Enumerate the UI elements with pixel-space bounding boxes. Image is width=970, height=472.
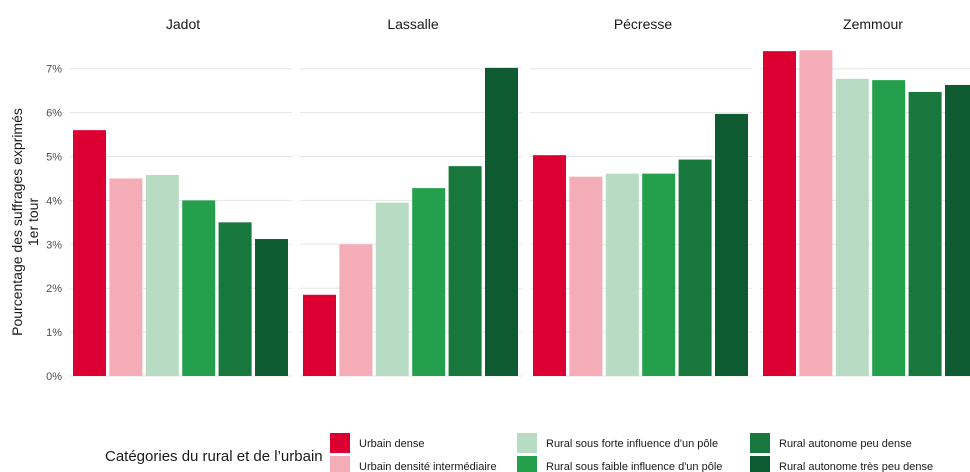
bar xyxy=(73,130,106,376)
bar xyxy=(109,178,143,376)
bar xyxy=(569,176,603,376)
y-tick-label: 2% xyxy=(46,283,62,295)
bar xyxy=(715,113,748,377)
y-axis-title-line-1: Pourcentage des suffrages exprimés xyxy=(9,108,25,336)
legend-swatch xyxy=(330,456,350,472)
legend-title: Catégories du rural et de l’urbain xyxy=(105,448,323,465)
bar xyxy=(218,222,252,376)
bar xyxy=(375,202,409,376)
bar xyxy=(533,155,566,376)
y-tick-label: 0% xyxy=(46,371,62,383)
bar xyxy=(799,50,833,377)
y-tick-label: 5% xyxy=(46,152,62,164)
panel-title: Pécresse xyxy=(614,16,673,32)
legend-label: Rural autonome très peu dense xyxy=(779,461,933,472)
panels: Jadot Lassalle Pécresse Zemmour xyxy=(73,16,970,377)
panel-zemmour: Zemmour xyxy=(763,16,970,377)
y-tick-label: 3% xyxy=(46,239,62,251)
y-axis-title-line-2: 1er tour xyxy=(25,198,41,247)
y-tick-label: 4% xyxy=(46,195,62,207)
bar xyxy=(339,244,373,376)
panel-title: Lassalle xyxy=(387,16,439,32)
bar xyxy=(255,239,288,376)
bar xyxy=(908,91,942,376)
bar xyxy=(182,200,216,376)
legend: Catégories du rural et de l’urbain Urbai… xyxy=(105,433,933,472)
panel-title: Jadot xyxy=(166,16,200,32)
legend-swatch xyxy=(330,433,350,453)
bar xyxy=(945,84,970,377)
y-axis-label: Pourcentage des suffrages exprimés 1er t… xyxy=(9,108,41,336)
bar xyxy=(872,80,906,376)
bar xyxy=(678,159,712,376)
bar xyxy=(835,78,869,376)
y-tick-label: 6% xyxy=(46,108,62,120)
bar xyxy=(448,166,482,376)
y-axis-ticks: 0% 1% 2% 3% 4% 5% 6% 7% xyxy=(46,64,62,383)
bar xyxy=(763,51,796,376)
bar xyxy=(303,294,336,376)
bar xyxy=(485,67,518,377)
panel-pécresse: Pécresse xyxy=(533,16,748,377)
bar xyxy=(412,188,446,376)
legend-label: Urbain dense xyxy=(359,438,424,450)
legend-label: Rural autonome peu dense xyxy=(779,438,912,450)
y-tick-label: 1% xyxy=(46,327,62,339)
legend-label: Rural sous forte influence d'un pôle xyxy=(546,438,718,450)
bar xyxy=(145,174,179,376)
legend-swatch xyxy=(517,456,537,472)
panel-lassalle: Lassalle xyxy=(303,16,518,377)
legend-swatch xyxy=(517,433,537,453)
legend-swatch xyxy=(750,433,770,453)
bar xyxy=(605,173,639,376)
legend-swatch xyxy=(750,456,770,472)
legend-label: Rural sous faible influence d'un pôle xyxy=(546,461,722,472)
legend-label: Urbain densité intermédiaire xyxy=(359,461,497,472)
bar xyxy=(642,173,676,376)
panel-jadot: Jadot xyxy=(73,16,288,376)
y-tick-label: 7% xyxy=(46,64,62,76)
panel-title: Zemmour xyxy=(843,16,903,32)
